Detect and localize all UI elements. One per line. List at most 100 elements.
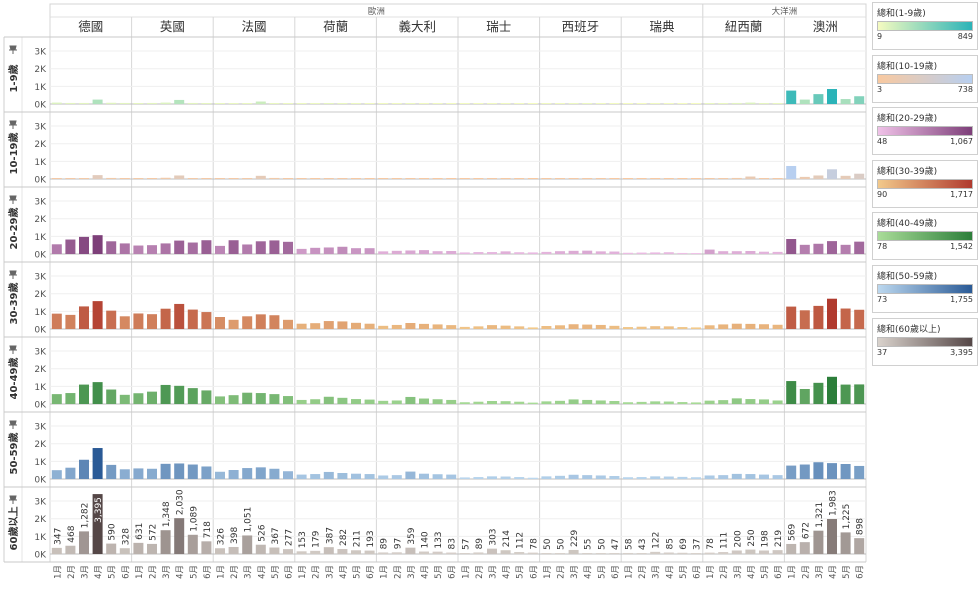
bar (527, 327, 538, 329)
y-tick-label: 3K (34, 198, 47, 208)
bar (296, 103, 307, 104)
country-header: 紐西蘭 (725, 19, 763, 34)
bar (595, 251, 606, 254)
bar (691, 327, 701, 329)
bar (854, 96, 865, 104)
bar (636, 326, 647, 329)
bar (133, 245, 144, 254)
bar (731, 251, 742, 254)
bar (147, 543, 157, 554)
bar (119, 178, 130, 179)
bar (133, 103, 144, 104)
bar (799, 99, 810, 104)
bar (351, 103, 361, 104)
bar (677, 402, 688, 404)
bar (446, 325, 457, 329)
bar (174, 385, 185, 404)
bar (500, 251, 511, 254)
bar (242, 468, 253, 479)
bar (663, 326, 674, 329)
bar (500, 401, 511, 404)
bar (731, 323, 742, 329)
bar (663, 103, 674, 104)
bar (269, 177, 280, 179)
bar (174, 303, 185, 329)
x-tick-label: 1月 (706, 565, 716, 579)
bar (840, 384, 851, 404)
bar (187, 309, 198, 329)
bar (106, 177, 117, 179)
bar (514, 326, 525, 329)
bar (772, 324, 783, 329)
bar (854, 309, 865, 329)
bar (813, 243, 824, 254)
bar (378, 251, 389, 254)
legend-range: 78 1,542 (877, 242, 973, 254)
bar (500, 550, 511, 554)
pin-icon-shape (9, 45, 17, 54)
x-tick-label: 2月 (801, 565, 811, 579)
bar (854, 241, 865, 254)
bar (92, 448, 103, 479)
bar (568, 549, 579, 554)
data-label: 229 (570, 530, 580, 547)
legend-range: 90 1,717 (877, 190, 973, 202)
legend-max: 1,717 (950, 189, 973, 199)
bar (786, 165, 797, 179)
bar (187, 534, 198, 554)
data-label: 250 (747, 529, 757, 546)
bar (650, 401, 661, 404)
bar (215, 178, 225, 179)
bar (786, 306, 797, 329)
bar (242, 103, 253, 104)
x-tick-label: 5月 (597, 565, 607, 579)
bar (337, 549, 348, 554)
x-tick-label: 4月 (747, 565, 757, 579)
data-label: 672 (801, 522, 811, 539)
bar (378, 103, 389, 104)
bar (786, 90, 797, 104)
y-tick-label: 1K (34, 308, 47, 318)
bar (364, 474, 375, 479)
bar (51, 394, 62, 404)
legend-title: 總和(10-19歲) (877, 61, 938, 72)
bar (772, 400, 783, 404)
bar (527, 178, 538, 179)
data-label: 219 (774, 530, 784, 547)
bar (106, 241, 117, 254)
y-tick-label: 3K (34, 498, 47, 508)
bar (799, 542, 810, 554)
bar (514, 477, 525, 479)
bar (568, 250, 579, 254)
bar (623, 402, 633, 404)
bar (731, 550, 742, 554)
bar (419, 323, 429, 329)
bar (65, 467, 76, 479)
bar (106, 102, 117, 104)
bar (691, 178, 701, 179)
bar (704, 249, 715, 254)
pin-icon (9, 45, 17, 54)
bar (242, 535, 253, 554)
x-tick-label: 6月 (366, 565, 376, 579)
bar (391, 400, 402, 404)
x-tick-label: 2月 (557, 565, 567, 579)
y-tick-label: 2K (34, 440, 47, 450)
bar (582, 103, 593, 104)
bar (718, 324, 729, 329)
bar (310, 474, 321, 479)
bar (174, 518, 185, 554)
data-label: 47 (611, 539, 621, 550)
bar (609, 103, 620, 104)
bar (283, 396, 293, 404)
data-label: 359 (407, 527, 417, 544)
x-tick-label: 1月 (461, 565, 471, 579)
bar (691, 402, 701, 404)
bar (718, 552, 729, 554)
data-label: 1,225 (842, 504, 852, 530)
bar (160, 308, 171, 329)
data-label: 153 (298, 531, 308, 548)
bar (623, 252, 633, 254)
bar (269, 394, 280, 404)
pin-icon-shape (9, 420, 17, 429)
